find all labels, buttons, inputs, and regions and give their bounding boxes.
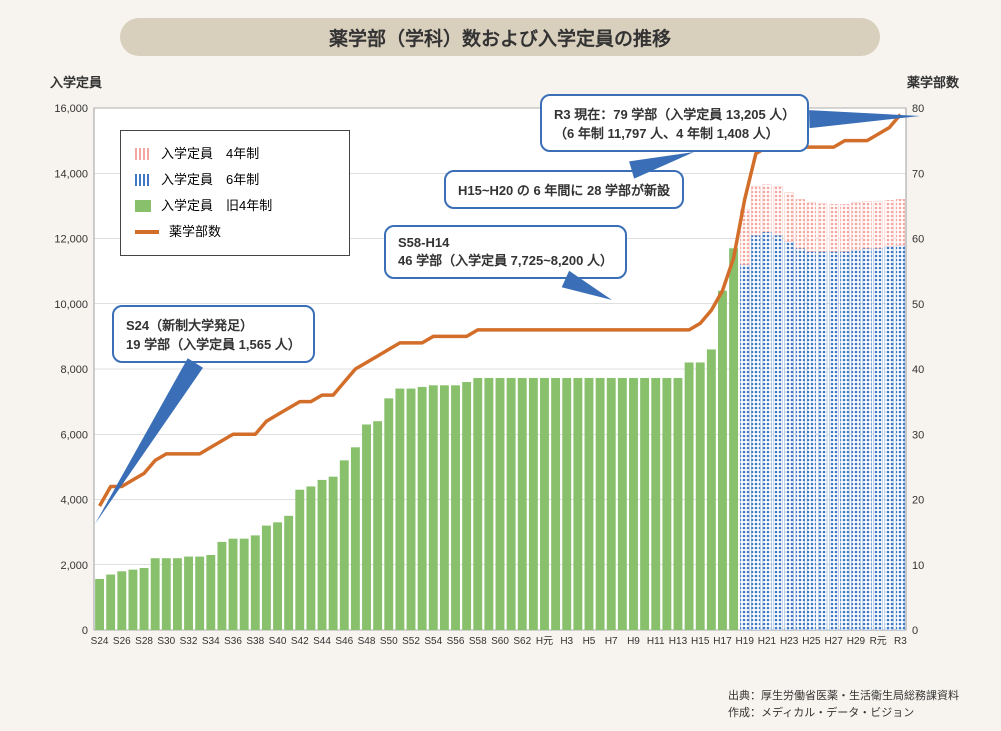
svg-text:0: 0 [82,625,88,637]
svg-text:H27: H27 [825,636,844,647]
svg-text:S32: S32 [180,636,198,647]
legend-item-6yr: 入学定員 6年制 [135,167,335,193]
callout-s58: S58-H1446 学部（入学定員 7,725~8,200 人） [384,225,627,279]
svg-text:R3: R3 [894,636,907,647]
legend-swatch-line [135,230,159,234]
svg-text:0: 0 [912,625,918,637]
svg-text:S26: S26 [113,636,131,647]
svg-text:50: 50 [912,299,924,311]
svg-text:H5: H5 [583,636,596,647]
legend-item-4yr: 入学定員 4年制 [135,141,335,167]
svg-text:S30: S30 [157,636,175,647]
svg-text:80: 80 [912,103,924,115]
y-axis-right-label: 薬学部数 [907,72,959,91]
svg-text:S36: S36 [224,636,242,647]
legend-label: 入学定員 4年制 [161,141,259,167]
svg-text:H23: H23 [780,636,799,647]
svg-text:70: 70 [912,168,924,180]
svg-text:S50: S50 [380,636,398,647]
svg-text:H15: H15 [691,636,710,647]
svg-text:8,000: 8,000 [60,364,88,376]
svg-text:30: 30 [912,429,924,441]
svg-text:2,000: 2,000 [60,560,88,572]
svg-text:H19: H19 [736,636,755,647]
svg-text:H13: H13 [669,636,688,647]
source-citation: 出典：厚生労働省医薬・生活衛生局総務課資料 作成：メディカル・データ・ビジョン [728,688,959,721]
svg-text:S38: S38 [246,636,264,647]
svg-text:12,000: 12,000 [54,234,88,246]
svg-text:S60: S60 [491,636,509,647]
legend-swatch-4yr [135,148,151,160]
svg-text:6,000: 6,000 [60,429,88,441]
chart-title: 薬学部（学科）数および入学定員の推移 [120,18,880,56]
legend-swatch-6yr [135,174,151,186]
svg-text:H25: H25 [802,636,821,647]
svg-text:S44: S44 [313,636,331,647]
page-root: 薬学部（学科）数および入学定員の推移 入学定員 薬学部数 0 2,000 4,000… [0,0,1001,731]
y-axis-left-label: 入学定員 [50,72,102,91]
svg-text:S56: S56 [447,636,465,647]
source-line1: 出典：厚生労働省医薬・生活衛生局総務課資料 [728,688,959,705]
source-line2: 作成：メディカル・データ・ビジョン [728,705,959,722]
svg-text:S48: S48 [358,636,376,647]
svg-text:R元: R元 [870,636,887,647]
svg-text:S54: S54 [424,636,442,647]
callout-r3: R3 現在：79 学部（入学定員 13,205 人）（6 年制 11,797 人… [540,94,809,152]
svg-text:S46: S46 [335,636,353,647]
svg-text:S58: S58 [469,636,487,647]
legend-label: 入学定員 旧4年制 [161,193,272,219]
svg-text:H9: H9 [627,636,640,647]
svg-text:H29: H29 [847,636,866,647]
legend-label: 薬学部数 [169,219,221,245]
svg-text:H元: H元 [536,636,553,647]
svg-text:10,000: 10,000 [54,299,88,311]
svg-text:14,000: 14,000 [54,168,88,180]
svg-text:H17: H17 [713,636,732,647]
svg-text:S34: S34 [202,636,220,647]
legend-swatch-old4yr [135,200,151,212]
svg-text:H7: H7 [605,636,618,647]
legend-item-old4yr: 入学定員 旧4年制 [135,193,335,219]
svg-text:H21: H21 [758,636,777,647]
svg-text:60: 60 [912,234,924,246]
svg-text:S62: S62 [513,636,531,647]
svg-text:40: 40 [912,364,924,376]
svg-text:20: 20 [912,495,924,507]
svg-text:10: 10 [912,560,924,572]
svg-text:4,000: 4,000 [60,495,88,507]
svg-text:S40: S40 [269,636,287,647]
svg-text:S28: S28 [135,636,153,647]
callout-s24: S24（新制大学発足）19 学部（入学定員 1,565 人） [112,305,315,363]
callout-h15: H15~H20 の 6 年間に 28 学部が新設 [444,170,684,209]
svg-text:S24: S24 [91,636,109,647]
svg-text:H11: H11 [647,636,665,647]
svg-text:H3: H3 [560,636,573,647]
legend-label: 入学定員 6年制 [161,167,259,193]
svg-text:S52: S52 [402,636,420,647]
svg-text:S42: S42 [291,636,309,647]
svg-text:16,000: 16,000 [54,103,88,115]
legend-item-faculty-count: 薬学部数 [135,219,335,245]
legend: 入学定員 4年制 入学定員 6年制 入学定員 旧4年制 薬学部数 [120,130,350,256]
